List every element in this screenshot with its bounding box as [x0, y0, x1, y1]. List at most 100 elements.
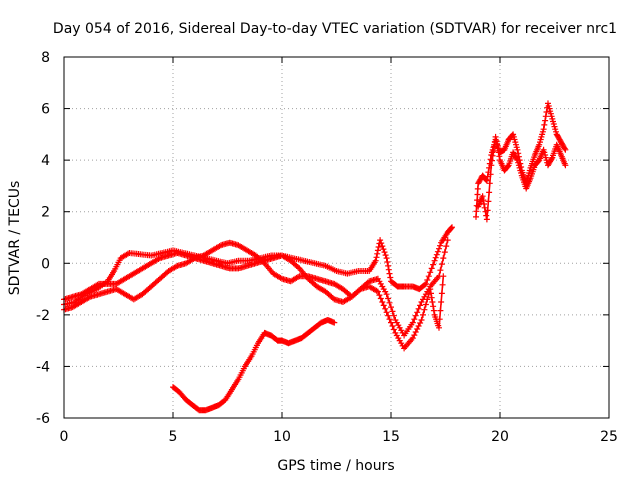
data-point [424, 296, 431, 303]
y-tick-label: -2 [36, 308, 50, 324]
data-point [542, 117, 549, 124]
data-point [409, 319, 416, 326]
y-tick-label: 4 [41, 153, 50, 169]
data-point [427, 286, 434, 293]
data-point [486, 180, 493, 187]
data-point [418, 317, 425, 323]
data-point [386, 299, 393, 306]
data-point [388, 319, 394, 326]
data-point [439, 281, 446, 288]
data-point [374, 250, 381, 257]
data-point [436, 324, 442, 331]
data-point [430, 261, 437, 268]
data-point [443, 243, 450, 250]
data-point [388, 304, 394, 311]
data-point [383, 309, 390, 316]
data-point [383, 291, 390, 298]
data-point [483, 216, 490, 223]
data-point [385, 295, 392, 302]
data-point [379, 243, 386, 250]
x-tick-label: 10 [273, 429, 291, 445]
data-point [385, 266, 392, 273]
data-point [432, 254, 439, 261]
data-point [488, 162, 495, 169]
data-point [437, 267, 444, 274]
data-point [390, 326, 397, 333]
data-point [547, 110, 554, 117]
x-axis-label: GPS time / hours [277, 458, 394, 474]
plot-frame [63, 56, 610, 419]
data-point [486, 189, 493, 196]
data-point [437, 307, 444, 314]
y-axis-label: SDTVAR / TECUs [7, 181, 23, 296]
data-point [374, 288, 381, 295]
data-point [385, 312, 392, 319]
data-point [380, 302, 387, 309]
series-track-f [475, 133, 569, 223]
grid-lines [64, 57, 609, 418]
data-point [427, 269, 434, 276]
data-point [381, 249, 388, 256]
y-tick-label: 8 [41, 50, 50, 66]
x-tick-label: 20 [491, 429, 509, 445]
data-point [438, 290, 445, 297]
data-point [440, 273, 447, 280]
data-point [424, 277, 431, 283]
data-point [496, 153, 503, 160]
data-series [61, 100, 569, 414]
data-point [561, 145, 568, 152]
data-point [421, 281, 428, 288]
data-point [411, 332, 418, 339]
data-point [379, 299, 386, 305]
data-point [487, 171, 494, 178]
data-point [434, 248, 441, 255]
data-point [489, 157, 495, 164]
y-tick-label: -6 [36, 411, 50, 427]
data-point [387, 274, 394, 281]
data-point [483, 176, 490, 183]
y-tick-label: 2 [41, 205, 50, 221]
data-point [411, 316, 418, 323]
data-point [383, 255, 390, 262]
data-point [485, 198, 492, 205]
data-point [474, 191, 481, 198]
data-point [386, 270, 393, 277]
data-point [540, 126, 547, 133]
axis-ticks: 0 5 10 15 20 25 -6 -4 -2 0 2 4 6 8 [36, 50, 618, 445]
data-point [375, 244, 382, 250]
data-point [441, 249, 448, 256]
data-point [420, 311, 426, 318]
data-point [542, 113, 549, 120]
data-point [440, 255, 447, 262]
data-point [513, 155, 520, 162]
data-point [380, 246, 387, 253]
data-point [449, 224, 455, 231]
chart-title: Day 054 of 2016, Sidereal Day-to-day VTE… [53, 21, 617, 37]
data-point [385, 262, 392, 269]
series-track-b [61, 237, 451, 339]
data-point [430, 307, 437, 314]
data-point [433, 251, 440, 258]
data-point [493, 137, 500, 144]
data-point [480, 197, 487, 204]
data-point [543, 109, 550, 115]
data-point [494, 145, 501, 152]
data-point [421, 306, 428, 313]
data-point [562, 146, 569, 153]
data-point [438, 299, 445, 305]
data-point [484, 207, 491, 214]
data-point [428, 294, 435, 301]
data-point [422, 301, 429, 308]
data-point [425, 273, 432, 280]
data-point [448, 225, 455, 231]
data-point [473, 208, 480, 215]
data-point [376, 292, 383, 299]
data-point [382, 252, 389, 259]
data-point [438, 261, 445, 268]
data-point [562, 162, 569, 169]
data-point [417, 302, 424, 309]
y-tick-label: 6 [41, 102, 50, 118]
series-track-a [61, 224, 455, 308]
data-point [490, 148, 497, 155]
x-tick-label: 0 [60, 429, 69, 445]
